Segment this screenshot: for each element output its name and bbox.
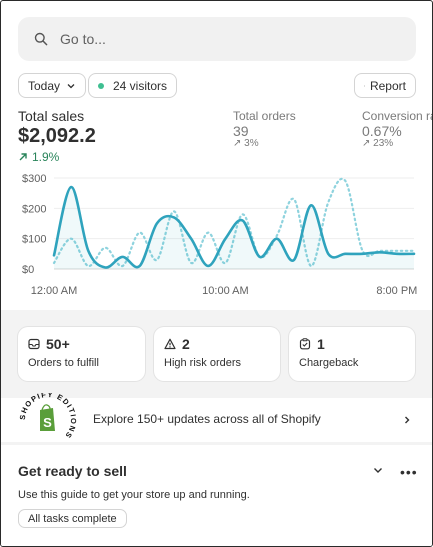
shopify-editions-badge-icon: SHOPIFY EDITIONS S xyxy=(18,393,77,440)
editions-promo-banner[interactable]: SHOPIFY EDITIONS S Explore 150+ updates … xyxy=(1,393,432,442)
total-orders-delta-value: 3% xyxy=(244,138,259,149)
y-tick-label: $300 xyxy=(22,173,46,185)
report-button[interactable]: Report xyxy=(354,73,416,98)
date-range-button[interactable]: Today xyxy=(18,73,87,98)
visitors-label: 24 visitors xyxy=(113,78,168,93)
conversion-rate-delta: ↗ 23% xyxy=(362,138,393,149)
report-label: Report xyxy=(369,78,406,93)
high-risk-orders-value: 2 xyxy=(182,336,190,352)
chevron-right-icon[interactable] xyxy=(402,415,412,425)
y-tick-label: $200 xyxy=(22,203,46,215)
conversion-rate-label[interactable]: Conversion rat xyxy=(362,109,433,123)
sales-chart[interactable]: $0 $100 $200 $300 12:00 AM 10:00 AM 8:00 PM xyxy=(1,169,433,299)
total-orders-label[interactable]: Total orders xyxy=(233,109,296,123)
y-tick-label: $100 xyxy=(22,234,46,246)
date-range-label: Today xyxy=(28,78,61,93)
y-tick-label: $0 xyxy=(22,264,34,276)
total-sales-label[interactable]: Total sales xyxy=(18,108,85,124)
total-sales-value: $2,092.2 xyxy=(18,125,96,147)
report-icon xyxy=(364,85,365,86)
series-line-comparison[interactable] xyxy=(52,177,416,268)
total-orders-value: 39 xyxy=(233,123,249,139)
setup-guide-card: Get ready to sell ••• Use this guide to … xyxy=(1,449,432,546)
promo-text: Explore 150+ updates across all of Shopi… xyxy=(93,412,321,426)
total-sales-delta: 1.9% xyxy=(18,150,59,164)
total-sales-delta-value: 1.9% xyxy=(32,150,60,164)
arrow-up-right-icon: ↗ xyxy=(233,138,242,149)
x-tick-label: 12:00 AM xyxy=(31,285,77,297)
high-risk-orders-card[interactable]: 2 High risk orders xyxy=(154,327,280,381)
series-area-current xyxy=(54,187,414,269)
svg-text:S: S xyxy=(43,415,52,430)
conversion-rate-delta-value: 23% xyxy=(373,138,394,149)
setup-guide-status-badge: All tasks complete xyxy=(18,509,127,528)
search-input[interactable] xyxy=(60,31,380,47)
orders-to-fulfill-value: 50+ xyxy=(46,336,70,352)
total-orders-delta: ↗ 3% xyxy=(233,138,259,149)
chargeback-icon xyxy=(299,338,311,350)
inbox-icon xyxy=(28,338,40,350)
more-actions-icon[interactable]: ••• xyxy=(400,464,418,480)
chargeback-label: Chargeback xyxy=(299,357,359,369)
alert-icon xyxy=(164,338,176,350)
arrow-up-right-icon xyxy=(19,153,27,161)
live-visitors-button[interactable]: 24 visitors xyxy=(88,73,178,98)
x-tick-label: 8:00 PM xyxy=(376,285,417,297)
chargeback-card[interactable]: 1 Chargeback xyxy=(289,327,415,381)
orders-to-fulfill-card[interactable]: 50+ Orders to fulfill xyxy=(18,327,145,381)
chevron-down-icon xyxy=(67,83,75,88)
setup-guide-description: Use this guide to get your store up and … xyxy=(18,489,250,501)
conversion-rate-value: 0.67% xyxy=(362,123,402,139)
search-bar[interactable] xyxy=(18,17,416,61)
series-line-current[interactable] xyxy=(52,185,416,269)
orders-to-fulfill-label: Orders to fulfill xyxy=(28,357,99,369)
arrow-up-right-icon: ↗ xyxy=(362,138,371,149)
search-icon xyxy=(34,32,48,46)
setup-guide-title: Get ready to sell xyxy=(18,463,127,479)
x-tick-label: 10:00 AM xyxy=(202,285,248,297)
chargeback-value: 1 xyxy=(317,336,325,352)
live-dot-icon xyxy=(98,82,104,89)
high-risk-orders-label: High risk orders xyxy=(164,357,242,369)
chevron-down-icon[interactable] xyxy=(372,464,384,476)
